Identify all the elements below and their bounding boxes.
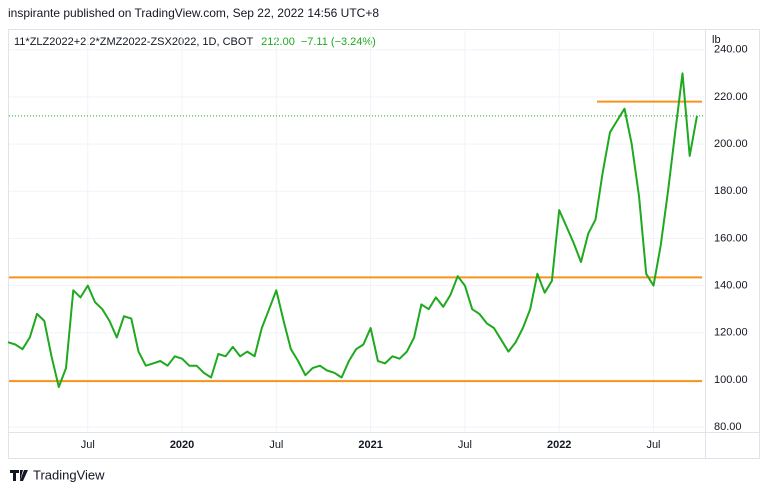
y-tick-label: 180.00 (714, 185, 748, 197)
y-tick-label: 120.00 (714, 327, 748, 339)
y-tick-label: 220.00 (714, 91, 748, 103)
last-price: 212.00 (261, 36, 295, 48)
y-tick-label: 140.00 (714, 279, 748, 291)
x-tick-label: 2021 (358, 439, 382, 451)
logo (10, 470, 28, 481)
y-tick-label: 160.00 (714, 232, 748, 244)
y-tick-label: 240.00 (714, 44, 748, 56)
x-tick-label: Jul (458, 439, 472, 451)
frame (8, 29, 760, 459)
x-tick-label: Jul (269, 439, 283, 451)
byline: inspirante published on TradingView.com,… (8, 6, 379, 20)
x-tick-label: Jul (81, 439, 95, 451)
y-tick-label: 100.00 (714, 374, 748, 386)
unit: lb (712, 34, 721, 46)
y-tick-label: 200.00 (714, 138, 748, 150)
x-tick-label: 2022 (547, 439, 571, 451)
x-tick-label: Jul (646, 439, 660, 451)
price-change: −7.11 (−3.24%) (301, 36, 376, 48)
y-tick-label: 80.00 (714, 421, 742, 433)
brand: TradingView (33, 467, 105, 482)
x-tick-label: 2020 (170, 439, 194, 451)
price-line (7, 72, 698, 388)
symbol: 11*ZLZ2022+2.2*ZMZ2022-ZSX2022, 1D, CBOT (14, 36, 253, 48)
